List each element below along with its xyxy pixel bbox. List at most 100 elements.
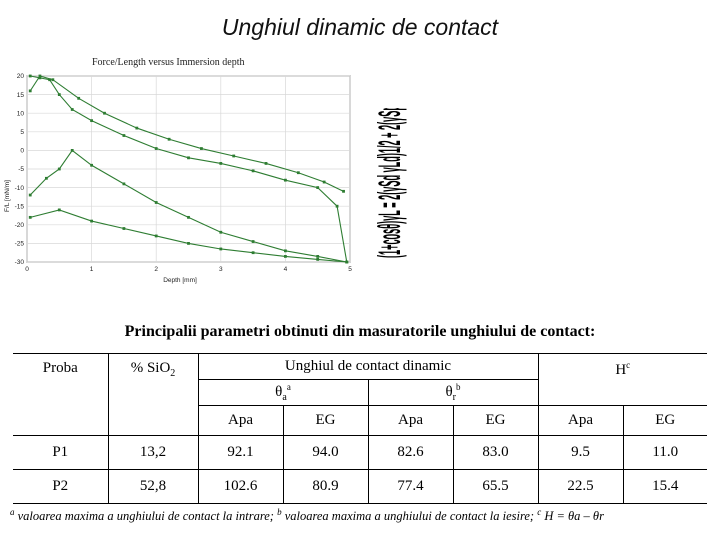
data-point <box>251 240 255 243</box>
table-row: P1 13,2 92.1 94.0 82.6 83.0 9.5 11.0 <box>13 435 707 470</box>
y-tick-label: 5 <box>20 129 24 136</box>
cell-proba: P2 <box>13 469 109 504</box>
data-point <box>48 78 52 82</box>
cell-theta-r-eg: 65.5 <box>453 469 539 504</box>
data-point <box>38 76 42 80</box>
x-tick-label: 0 <box>25 266 29 273</box>
data-point <box>284 249 287 253</box>
subheader-apa: Apa <box>368 405 454 436</box>
x-tick-label: 1 <box>90 266 94 273</box>
y-tick-label: -20 <box>15 222 25 229</box>
data-point <box>57 93 61 96</box>
cell-h-eg: 15.4 <box>652 478 679 494</box>
data-point <box>57 167 61 171</box>
data-point <box>322 180 326 184</box>
cell-theta-r-apa: 82.6 <box>368 435 454 470</box>
x-tick-label: 4 <box>284 266 288 273</box>
data-point <box>345 260 349 264</box>
x-tick-label: 5 <box>348 266 352 273</box>
cell-theta-a-eg: 80.9 <box>283 469 369 504</box>
data-point <box>200 147 203 150</box>
cell-theta-a-eg: 94.0 <box>283 435 369 470</box>
cell-theta-r-apa: 77.4 <box>368 469 454 504</box>
data-point <box>51 78 55 82</box>
data-point <box>77 96 81 100</box>
header-theta-r: θrb <box>368 379 539 406</box>
data-point <box>342 189 345 193</box>
table-row: P2 52,8 102.6 80.9 77.4 65.5 22.5 15.4 <box>13 469 707 504</box>
cell-h-eg: 11.0 <box>652 444 679 460</box>
data-point <box>187 242 190 245</box>
data-point <box>264 162 268 165</box>
y-tick-label: -25 <box>15 241 25 248</box>
force-length-chart: Force/Length versus Immersion depth 0 1 2 3… <box>4 57 352 284</box>
y-tick-label: -15 <box>15 203 25 210</box>
data-point <box>44 176 48 180</box>
x-tick-label: 3 <box>219 266 223 273</box>
data-point <box>316 257 320 261</box>
data-point <box>70 149 74 152</box>
chart-title: Force/Length versus Immersion depth <box>92 57 244 68</box>
chart-panel: Force/Length versus Immersion depth 0 1 2 3… <box>0 46 362 286</box>
x-tick-label: 2 <box>154 266 158 273</box>
table-caption: Principalii parametri obtinuti din masur… <box>124 323 596 340</box>
cell-theta-r-eg: 83.0 <box>453 435 539 470</box>
header-proba: Proba <box>13 353 109 436</box>
data-point <box>219 247 223 251</box>
cell-theta-a-apa: 102.6 <box>198 469 284 504</box>
chart-ylabel: F/L [mN/m] <box>4 180 11 212</box>
cell-sio2: 52,8 <box>108 469 199 504</box>
data-point <box>219 230 223 234</box>
cell-theta-a-apa: 92.1 <box>198 435 284 470</box>
data-point <box>154 234 158 238</box>
subheader-eg: EG <box>453 405 539 436</box>
data-point <box>103 111 106 115</box>
data-point <box>251 169 255 173</box>
data-point <box>70 108 74 111</box>
y-tick-label: 10 <box>17 110 25 117</box>
data-point <box>28 193 32 197</box>
data-point <box>28 74 32 78</box>
header-h: Hc <box>615 360 631 378</box>
data-point <box>38 74 42 78</box>
y-tick-label: 15 <box>17 92 25 99</box>
owens-wendt-formula: (1+cosθ)γL = 2(γSd γLd)1/2 + 2(γSp γLp)1… <box>373 71 408 259</box>
cell-sio2: 13,2 <box>108 435 199 470</box>
header-theta-a: θaa <box>198 379 369 406</box>
data-point <box>335 204 339 208</box>
data-point <box>90 219 93 223</box>
data-point <box>232 154 236 158</box>
header-sio2: % SiO2 <box>108 353 199 436</box>
cell-proba: P1 <box>13 435 109 470</box>
data-point <box>57 208 61 212</box>
data-point <box>90 163 93 167</box>
data-point <box>187 215 190 219</box>
subheader-apa: Apa <box>538 405 624 436</box>
subheader-apa: Apa <box>198 405 284 436</box>
data-point <box>316 186 320 189</box>
data-point <box>135 126 139 130</box>
y-tick-label: -5 <box>18 166 24 173</box>
page-title: Unghiul dinamic de contact <box>221 14 499 40</box>
header-dynamic-angle: Unghiul de contact dinamic <box>198 353 539 380</box>
data-point <box>122 227 126 230</box>
data-point <box>154 201 158 204</box>
footnote: a valoarea maxima a unghiului de contact… <box>10 507 604 524</box>
data-point <box>187 156 190 160</box>
data-point <box>122 134 126 137</box>
data-point <box>167 137 171 141</box>
y-tick-label: -10 <box>15 185 25 192</box>
chart-xlabel: Depth [mm] <box>163 277 197 284</box>
data-point <box>122 182 126 186</box>
data-point <box>316 255 320 258</box>
cell-h-apa: 22.5 <box>538 469 624 504</box>
cell-h-apa: 9.5 <box>538 435 624 470</box>
data-point <box>28 89 32 93</box>
data-point <box>296 171 300 175</box>
formula-text: (1+cosθ)γL = 2(γSd γLd)1/2 + 2(γSp γLp)1… <box>373 108 408 258</box>
parameters-table: Proba % SiO2 Unghiul de contact dinamic … <box>13 353 707 504</box>
data-point <box>284 255 287 258</box>
data-point <box>284 178 287 182</box>
y-tick-label: 20 <box>17 73 25 80</box>
y-tick-label: 0 <box>20 148 24 155</box>
